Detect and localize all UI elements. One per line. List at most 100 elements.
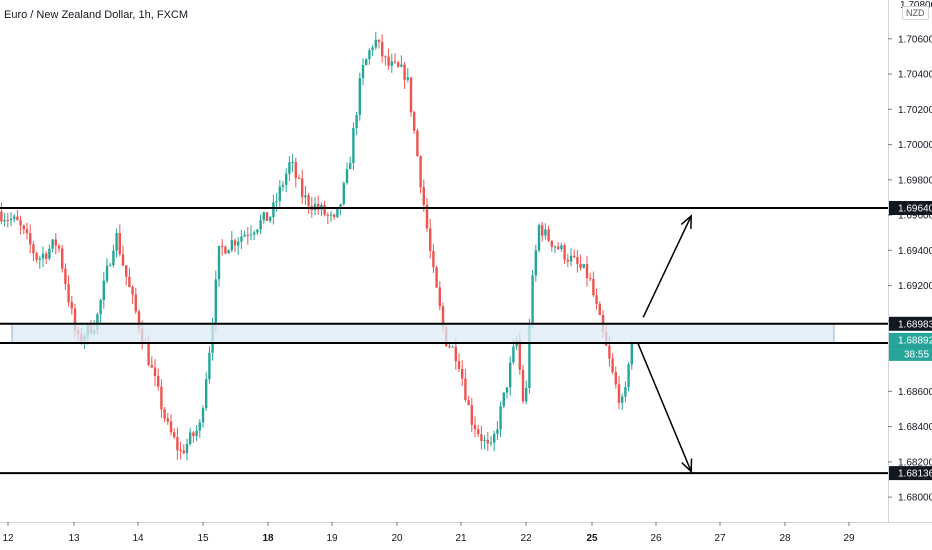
candle-body: [221, 246, 224, 248]
candle-body: [416, 130, 419, 157]
candle-body: [214, 279, 217, 326]
candle-body: [189, 432, 192, 444]
x-tick-label: 19: [326, 533, 338, 544]
candle-body: [22, 225, 25, 230]
candle-body: [355, 115, 358, 128]
x-tick-label: 12: [2, 533, 14, 544]
candle-body: [531, 275, 534, 325]
candle-body: [169, 421, 173, 433]
candle-body: [201, 408, 205, 423]
candle-body: [105, 265, 109, 281]
price-axis-bg: [888, 0, 932, 550]
candle-body: [233, 240, 237, 246]
candle-body: [41, 253, 45, 259]
candle-body: [566, 259, 569, 262]
candle-body: [429, 228, 432, 251]
candle-body: [224, 246, 227, 254]
candle-body: [259, 219, 262, 230]
candle-body: [288, 162, 291, 174]
y-tick-label: 1.68400: [898, 422, 932, 433]
current-price-badge-text: 1.68892: [898, 335, 932, 346]
candle-body: [3, 220, 6, 222]
candle-body: [579, 263, 582, 268]
time-axis[interactable]: 12 13 14 15 18 19 20 21 22 25 26 27 28 29: [0, 522, 932, 550]
candle-body: [275, 201, 278, 203]
candle-body: [438, 287, 441, 307]
candle-body: [413, 112, 416, 131]
candle-body: [358, 78, 361, 115]
candle-body: [329, 214, 333, 216]
candle-body: [614, 372, 617, 385]
candle-body: [51, 239, 54, 249]
candle-body: [569, 255, 573, 262]
candle-body: [121, 254, 125, 266]
candle-body: [237, 241, 240, 246]
current-price-badge-bg: [889, 332, 932, 347]
y-tick-label: 1.70600: [898, 34, 932, 45]
candle-body: [477, 429, 480, 435]
candle-body: [339, 203, 342, 209]
candle-body: [182, 450, 185, 453]
level-badge-text: 1.68136: [898, 469, 932, 480]
candle-body: [451, 346, 454, 348]
y-tick-label: 1.68000: [898, 493, 932, 504]
candle-body: [54, 239, 57, 246]
candle-body: [160, 386, 163, 410]
candle-body: [611, 358, 614, 373]
candle-body: [422, 187, 425, 205]
candle-body: [185, 444, 189, 454]
candle-body: [371, 47, 374, 51]
candle-body: [166, 418, 169, 422]
candles-layer: [0, 31, 633, 461]
x-tick-label: 27: [714, 533, 726, 544]
level-badge-text: 1.68983: [898, 319, 932, 330]
candle-body: [480, 434, 483, 441]
candle-body: [403, 64, 406, 80]
candle-body: [563, 245, 566, 260]
y-tick-label: 1.70400: [898, 70, 932, 81]
countdown-badge-bg: [889, 346, 932, 361]
candle-body: [9, 218, 13, 221]
candle-body: [374, 39, 377, 48]
candle-body: [528, 324, 531, 389]
y-tick-label: 1.69800: [898, 175, 932, 186]
candle-body: [57, 245, 61, 249]
candle-body: [269, 217, 272, 221]
candle-body: [441, 306, 445, 327]
candle-body: [262, 212, 265, 220]
candle-body: [307, 195, 310, 207]
candle-body: [518, 340, 521, 370]
candle-body: [621, 396, 624, 403]
candle-body: [29, 233, 32, 245]
currency-tag: NZD: [902, 6, 929, 20]
candle-body: [25, 229, 29, 234]
candle-body: [387, 56, 390, 66]
candle-body: [326, 214, 329, 216]
candle-body: [240, 236, 243, 242]
candle-body: [585, 264, 589, 279]
candle-body: [557, 246, 560, 250]
candle-body: [400, 64, 403, 67]
candle-body: [96, 314, 99, 330]
candle-body: [45, 253, 48, 259]
x-tick-label: 15: [197, 533, 209, 544]
candle-body: [457, 361, 461, 369]
candle-body: [48, 248, 51, 259]
candle-body: [291, 162, 294, 164]
candle-body: [419, 156, 422, 188]
candle-body: [448, 346, 451, 348]
x-tick-label: 21: [455, 533, 467, 544]
candle-body: [278, 186, 281, 202]
candle-body: [592, 279, 595, 296]
candle-body: [342, 183, 345, 204]
price-axis[interactable]: 1.70800 1.70600 1.70400 1.70200 1.70000 1.698…: [888, 0, 932, 550]
candle-body: [502, 392, 505, 407]
candle-body: [112, 250, 115, 266]
candle-body: [195, 430, 198, 437]
y-tick-label: 1.68200: [898, 457, 932, 468]
candle-body: [99, 300, 102, 315]
candle-body: [349, 162, 352, 170]
candle-body: [64, 268, 67, 285]
candle-body: [435, 267, 438, 288]
